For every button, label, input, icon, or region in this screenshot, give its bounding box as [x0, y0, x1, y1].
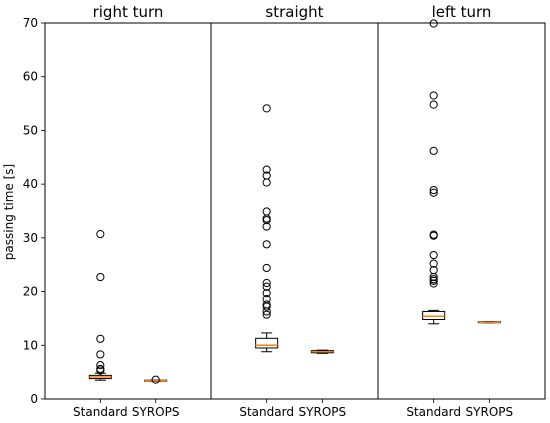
box-syrops: SYROPS — [132, 375, 180, 419]
outlier-point — [262, 240, 271, 249]
outlier-point — [96, 350, 105, 359]
y-tick-label: 40 — [23, 177, 38, 191]
outlier-point — [429, 230, 438, 239]
panel-0: right turn Standard SYROPS — [44, 3, 212, 419]
y-tick-label: 70 — [23, 16, 38, 30]
outlier-point — [429, 275, 438, 284]
y-tick-label: 60 — [23, 70, 38, 84]
box-syrops: SYROPS — [466, 321, 514, 419]
outlier-point — [96, 229, 105, 239]
outlier-point — [429, 185, 438, 195]
outlier-point — [262, 165, 271, 174]
outlier-point — [429, 146, 438, 155]
y-axis-label: passing time [s] — [2, 164, 16, 260]
box-standard: Standard — [406, 19, 461, 419]
outlier-point — [429, 100, 438, 109]
outlier-point — [262, 289, 271, 298]
box-syrops: SYROPS — [299, 349, 347, 419]
x-tick-label: SYROPS — [299, 405, 347, 419]
y-tick-label: 10 — [23, 338, 38, 352]
panel-frame — [377, 22, 546, 400]
outlier-point — [262, 214, 271, 223]
outlier-point — [429, 279, 438, 288]
outlier-point — [262, 278, 271, 288]
outlier-point — [262, 171, 271, 180]
box-iqr — [422, 310, 446, 321]
outlier-point — [262, 263, 271, 273]
y-tick-label: 0 — [30, 392, 38, 406]
outlier-point — [429, 19, 438, 28]
x-tick-label: SYROPS — [132, 405, 180, 419]
outlier-point — [262, 282, 271, 291]
outlier-point — [429, 91, 438, 100]
x-tick-label: Standard — [73, 405, 128, 419]
panel-2: left turn Standard SYROPS — [377, 3, 546, 419]
y-tick-label: 30 — [23, 231, 38, 245]
y-axis: 0 10 20 30 40 50 60 70 — [23, 16, 45, 406]
outlier-point — [262, 104, 271, 113]
outlier-point — [262, 207, 271, 216]
x-tick-label: SYROPS — [466, 405, 514, 419]
panel-frame — [210, 22, 379, 400]
outlier-point — [429, 250, 438, 260]
x-tick-label: Standard — [239, 405, 294, 419]
outlier-point — [429, 265, 438, 275]
panel-1: straight Standard SYROPS — [210, 3, 379, 419]
outlier-point — [429, 188, 438, 197]
outlier-point — [96, 364, 105, 374]
box-standard: Standard — [73, 229, 128, 419]
x-tick-label: Standard — [406, 405, 461, 419]
panel-title: right turn — [93, 3, 164, 21]
panel-frame — [44, 22, 212, 400]
outlier-point — [262, 178, 271, 187]
panel-title: straight — [265, 3, 323, 21]
outlier-point — [262, 310, 271, 319]
outlier-point — [96, 272, 105, 282]
outlier-point — [96, 334, 105, 343]
y-tick-label: 50 — [23, 123, 38, 137]
outlier-point — [151, 375, 160, 384]
outlier-point — [96, 361, 105, 370]
panel-title: left turn — [432, 3, 492, 21]
outlier-point — [262, 294, 271, 304]
outlier-point — [262, 222, 271, 231]
box-standard: Standard — [239, 104, 294, 419]
outlier-point — [429, 259, 438, 268]
box-iqr — [255, 337, 279, 349]
y-tick-label: 20 — [23, 285, 38, 299]
panels-group: right turn Standard SYROPS straight Standard… — [44, 3, 546, 419]
outlier-point — [262, 300, 271, 309]
